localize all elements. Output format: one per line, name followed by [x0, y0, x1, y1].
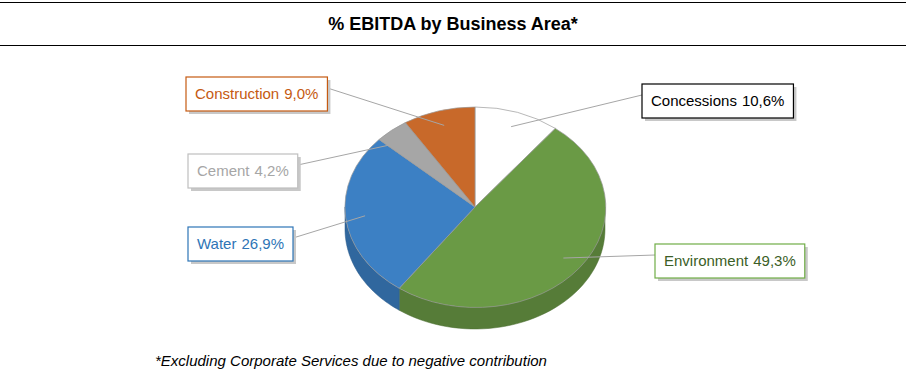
label-text: Construction 9,0%: [195, 85, 318, 102]
data-label: Concessions 10,6%: [642, 84, 796, 121]
label-box: [655, 244, 805, 278]
label-category: Environment: [664, 252, 749, 269]
label-category: Water: [197, 235, 236, 252]
label-box: [188, 154, 298, 188]
title: % EBITDA by Business Area*: [328, 14, 578, 34]
chart: % EBITDA by Business Area* *Excluding Cor…: [0, 0, 906, 380]
pie: [345, 107, 606, 329]
label-text: Cement 4,2%: [197, 162, 289, 179]
pie-top: [345, 107, 606, 308]
data-labels: Concessions 10,6% Environment49,3% Water 26,…: [186, 77, 808, 281]
label-category: Construction: [195, 85, 279, 102]
label-value: 10,6%: [742, 92, 785, 109]
label-category: Cement: [197, 162, 250, 179]
data-label: Construction 9,0%: [186, 77, 330, 114]
label-box: [188, 227, 293, 261]
data-label: Water 26,9%: [188, 227, 296, 264]
label-value: 9,0%: [284, 85, 318, 102]
label-box: [186, 77, 327, 111]
label-text: Environment49,3%: [664, 252, 796, 269]
footnote: *Excluding Corporate Services due to neg…: [155, 352, 547, 369]
label-box: [642, 84, 793, 118]
leader-line: [511, 95, 642, 127]
leader-line: [563, 255, 655, 258]
label-text: Concessions 10,6%: [651, 92, 784, 109]
data-label: Environment49,3%: [655, 244, 808, 281]
leader-line: [327, 88, 444, 125]
label-value: 4,2%: [255, 162, 289, 179]
label-value: 26,9%: [241, 235, 284, 252]
leader-line: [293, 216, 365, 238]
data-label: Cement 4,2%: [188, 154, 301, 191]
leader-line: [298, 142, 404, 165]
label-category: Concessions: [651, 92, 737, 109]
pie-slice: [405, 107, 475, 207]
top-rule: [0, 2, 906, 3]
label-value: 49,3%: [753, 252, 796, 269]
label-text: Water 26,9%: [197, 235, 284, 252]
title-rule: [0, 45, 906, 46]
